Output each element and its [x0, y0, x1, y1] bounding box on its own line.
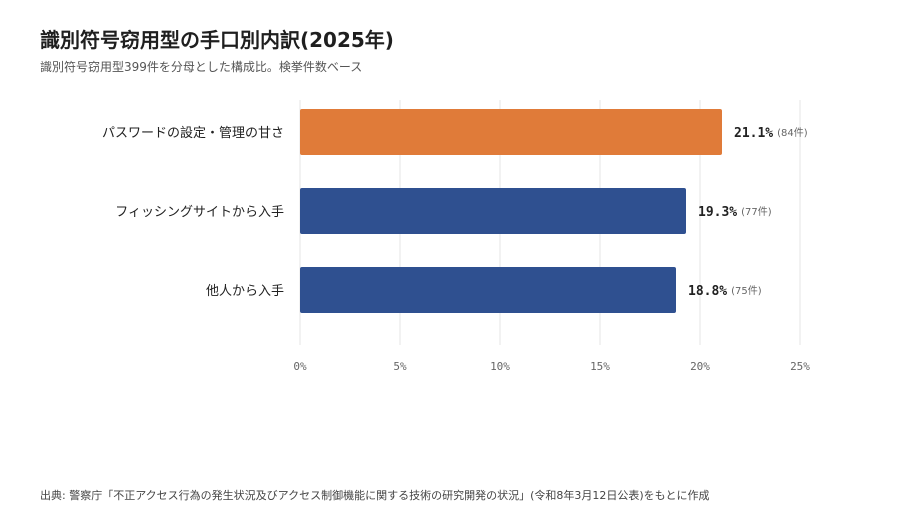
- category-label: フィッシングサイトから入手: [115, 205, 284, 220]
- bar: [300, 109, 722, 155]
- x-tick-label: 25%: [790, 360, 810, 373]
- category-label: パスワードの設定・管理の甘さ: [102, 125, 284, 141]
- x-tick-label: 5%: [393, 360, 407, 373]
- labels: パスワードの設定・管理の甘さ 21.1% (84件) フィッシングサイトから入手 19.…: [102, 125, 808, 299]
- data-label-count: (84件): [777, 127, 808, 139]
- bar: [300, 267, 676, 313]
- category-label: 他人から入手: [206, 284, 284, 299]
- x-axis-ticks: 0% 5% 10% 15% 20% 25%: [293, 360, 810, 373]
- bar: [300, 188, 686, 234]
- bar-chart: パスワードの設定・管理の甘さ 21.1% (84件) フィッシングサイトから入手 19.…: [102, 100, 810, 373]
- data-label-count: (77件): [741, 206, 772, 218]
- x-tick-label: 0%: [293, 360, 307, 373]
- x-tick-label: 15%: [590, 360, 610, 373]
- source-note: 出典: 警察庁「不正アクセス行為の発生状況及びアクセス制御機能に関する技術の研究…: [40, 489, 710, 502]
- chart-subtitle: 識別符号窃用型399件を分母とした構成比。検挙件数ベース: [40, 60, 363, 74]
- x-tick-label: 10%: [490, 360, 510, 373]
- data-label-count: (75件): [731, 285, 762, 297]
- bars: [300, 109, 722, 313]
- x-tick-label: 20%: [690, 360, 710, 373]
- data-label-value: 19.3%: [698, 205, 737, 220]
- chart-title: 識別符号窃用型の手口別内訳(2025年): [40, 28, 394, 52]
- data-label-value: 21.1%: [734, 126, 773, 141]
- data-label-value: 18.8%: [688, 284, 727, 299]
